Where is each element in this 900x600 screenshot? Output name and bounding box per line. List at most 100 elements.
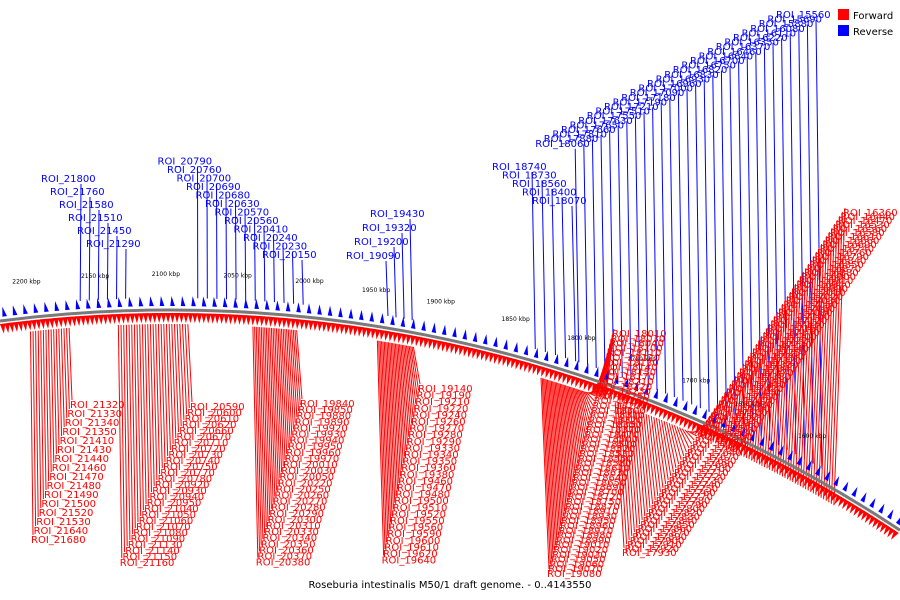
roi-leader-line (389, 342, 397, 497)
roi-leader-line (617, 403, 628, 545)
roi-leader-line (386, 342, 394, 510)
forward-feature (183, 313, 189, 324)
forward-roi-label: ROI_17130 (770, 320, 825, 331)
kbp-tick-label: 2100 kbp (152, 271, 180, 278)
forward-feature (178, 313, 185, 324)
roi-leader-line (181, 324, 188, 415)
forward-roi-label: ROI_17080 (778, 308, 833, 319)
forward-roi-label: ROI_19350 (403, 457, 458, 468)
forward-roi-label: ROI_17720 (671, 472, 726, 483)
forward-roi-label: ROI_20750 (163, 462, 218, 473)
roi-leader-line (383, 341, 392, 523)
forward-feature (489, 352, 495, 363)
roi-leader-line (797, 263, 810, 485)
forward-feature (748, 447, 756, 458)
forward-roi-label: ROI_21140 (125, 546, 180, 557)
forward-feature (736, 441, 744, 453)
roi-leader-line (625, 405, 635, 533)
reverse-feature (233, 297, 239, 308)
forward-feature (642, 401, 649, 412)
forward-roi-label: ROI_18350 (587, 420, 642, 431)
roi-leader-line (252, 326, 259, 558)
forward-roi-label: ROI_17320 (747, 356, 802, 367)
reverse-roi-label: ROI_18730 (502, 171, 557, 182)
roi-leader-line (766, 311, 778, 469)
forward-feature (541, 366, 547, 377)
forward-roi-label: ROI_17230 (757, 340, 812, 351)
roi-leader-line (825, 219, 838, 501)
roi-leader-line (270, 327, 277, 491)
forward-roi-label: ROI_17760 (661, 488, 716, 499)
forward-feature (826, 489, 835, 500)
forward-feature (515, 359, 521, 370)
legend-reverse-label: Reverse (853, 27, 893, 38)
forward-roi-label: ROI_19080 (547, 569, 602, 580)
forward-roi-label: ROI_20010 (283, 460, 338, 471)
forward-feature (210, 313, 216, 324)
roi-leader-line (37, 330, 42, 509)
reverse-feature (107, 297, 112, 308)
reverse-roi-label: ROI_20150 (262, 250, 317, 261)
roi-leader-line (571, 205, 577, 362)
reverse-roi-label: ROI_17810 (552, 130, 607, 141)
forward-roi-label: ROI_20940 (150, 492, 205, 503)
reverse-roi-label: ROI_17650 (570, 120, 625, 131)
roi-leader-line (792, 271, 804, 483)
forward-feature (811, 481, 819, 492)
reverse-feature (54, 300, 60, 312)
kbp-tick-label: 2200 kbp (12, 279, 40, 286)
roi-leader-line (79, 183, 82, 302)
forward-roi-label: ROI_17170 (765, 328, 820, 339)
reverse-feature (306, 303, 312, 314)
roi-leader-line (262, 327, 269, 522)
forward-roi-label: ROI_17240 (755, 344, 810, 355)
reverse-feature (201, 296, 207, 307)
forward-feature (437, 340, 443, 351)
roi-leader-line (267, 327, 274, 503)
roi-leader-line (553, 381, 563, 522)
forward-feature (803, 476, 811, 487)
forward-feature (776, 461, 784, 472)
forward-feature (308, 320, 315, 331)
forward-roi-label: ROI_20780 (158, 474, 213, 485)
forward-roi-label: ROI_19590 (387, 529, 442, 540)
forward-feature (834, 494, 842, 505)
forward-roi-label: ROI_20250 (276, 484, 331, 495)
reverse-feature (553, 353, 559, 365)
reverse-feature (243, 298, 249, 309)
forward-roi-label: ROI_17620 (690, 444, 745, 455)
forward-feature (454, 344, 460, 355)
roi-leader-line (296, 330, 303, 400)
forward-feature (268, 316, 274, 327)
reverse-feature (431, 322, 437, 334)
reverse-feature (833, 476, 840, 487)
forward-roi-label: ROI_21050 (141, 510, 196, 521)
forward-feature (335, 323, 341, 334)
roi-leader-line (244, 208, 247, 301)
roi-leader-line (273, 234, 275, 303)
roi-leader-line (677, 93, 684, 401)
reverse-roi-label: ROI_16220 (733, 33, 788, 44)
reverse-feature (623, 377, 629, 388)
forward-roi-label: ROI_20270 (273, 497, 328, 508)
reverse-feature (824, 470, 831, 482)
roi-leader-line (282, 328, 289, 448)
kbp-tick-label: 1650 kbp (734, 401, 762, 408)
forward-roi-label: ROI_20600 (187, 408, 242, 419)
forward-roi-label: ROI_17470 (721, 396, 776, 407)
forward-roi-label: ROI_17830 (645, 512, 700, 523)
forward-roi-label: ROI_18120 (606, 353, 661, 364)
forward-feature (558, 371, 564, 383)
forward-feature (822, 487, 831, 498)
reverse-feature (740, 426, 746, 438)
roi-leader-line (120, 324, 125, 553)
roi-leader-line (171, 323, 177, 439)
roi-leader-line (540, 377, 550, 570)
forward-roi-label: ROI_18700 (569, 487, 624, 498)
reverse-feature (851, 486, 858, 498)
roi-leader-line (740, 351, 752, 456)
forward-roi-label: ROI_20280 (271, 503, 326, 514)
roi-leader-line (187, 324, 193, 403)
roi-leader-line (554, 382, 564, 517)
reverse-feature (285, 301, 291, 312)
